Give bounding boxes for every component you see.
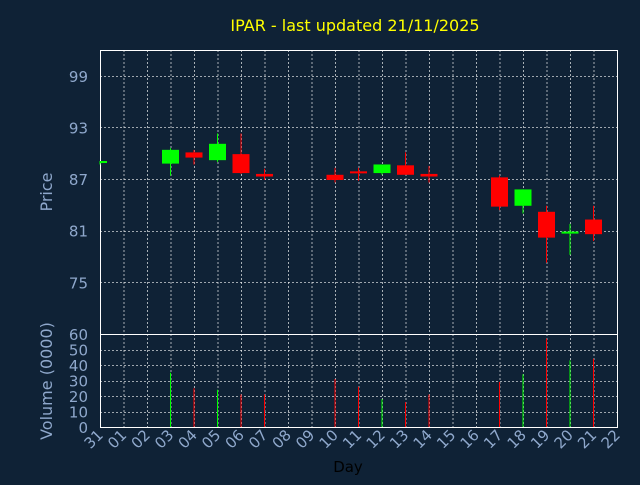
price-tick-label: 93 (69, 119, 88, 137)
candle-body (256, 173, 273, 177)
volume-tick-label: 40 (69, 357, 88, 375)
x-tick-label: 18 (504, 426, 530, 452)
candle-body (397, 165, 414, 175)
volume-tick-label: 30 (69, 373, 88, 391)
chart-title: IPAR - last updated 21/11/2025 (230, 16, 479, 35)
volume-axis-label: Volume (0000) (37, 322, 56, 440)
price-tick-label: 87 (69, 171, 88, 189)
candle-body (326, 174, 344, 180)
x-tick-label: 04 (175, 426, 201, 452)
candle-body (100, 161, 107, 164)
x-tick-label: 16 (457, 426, 483, 452)
x-axis-label: Day (333, 458, 363, 476)
x-tick-label: 07 (245, 426, 271, 452)
tick-labels: 7581879399010203040506031010203040506070… (69, 68, 624, 453)
x-tick-label: 13 (386, 426, 412, 452)
volume-tick-label: 10 (69, 404, 88, 422)
candle-body (561, 231, 579, 234)
x-tick-label: 01 (104, 426, 130, 452)
x-tick-label: 11 (339, 426, 365, 452)
price-tick-label: 75 (69, 274, 88, 292)
x-tick-label: 08 (269, 426, 295, 452)
candle-body (185, 152, 203, 158)
x-tick-label: 09 (292, 426, 318, 452)
volume-bars (170, 338, 594, 427)
volume-tick-label: 20 (69, 388, 88, 406)
candle-body (420, 173, 438, 177)
x-tick-label: 19 (527, 426, 553, 452)
candle-body (491, 177, 508, 207)
candle-body (585, 219, 602, 235)
price-tick-label: 81 (69, 223, 88, 241)
candle-body (538, 211, 555, 238)
x-tick-label: 10 (316, 426, 342, 452)
x-tick-label: 21 (574, 426, 600, 452)
candle-body (350, 171, 367, 174)
candle-body (162, 149, 179, 164)
candle-body (232, 154, 250, 174)
candle-body (373, 164, 391, 174)
x-tick-label: 02 (128, 426, 154, 452)
candle-body (514, 189, 532, 206)
x-tick-label: 12 (363, 426, 389, 452)
x-tick-label: 14 (410, 426, 436, 452)
x-tick-label: 05 (198, 426, 224, 452)
price-axis-label: Price (37, 172, 56, 211)
x-tick-label: 20 (551, 426, 577, 452)
volume-panel-frame (100, 334, 618, 428)
x-tick-label: 06 (222, 426, 248, 452)
volume-tick-label: 50 (69, 342, 88, 360)
x-tick-label: 15 (433, 426, 459, 452)
x-tick-label: 17 (480, 426, 506, 452)
candle-body (209, 143, 226, 161)
plot-frames (100, 50, 618, 428)
grid (100, 50, 617, 427)
volume-tick-label: 0 (78, 419, 88, 437)
price-tick-label: 99 (69, 68, 88, 86)
x-tick-label: 22 (598, 426, 624, 452)
x-tick-label: 03 (151, 426, 177, 452)
volume-tick-label: 60 (69, 326, 88, 344)
candles (99, 133, 602, 263)
